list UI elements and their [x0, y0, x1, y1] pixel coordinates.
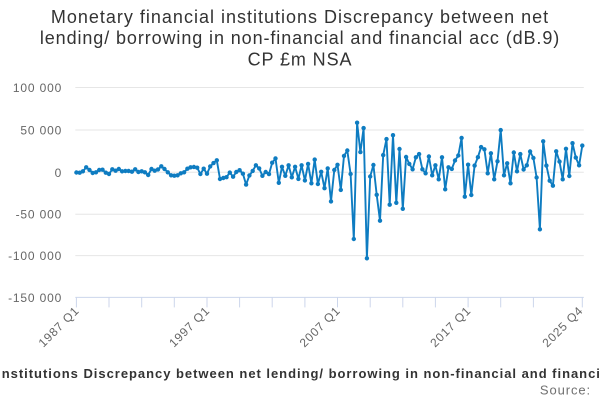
svg-text:-50 000: -50 000: [16, 208, 63, 222]
svg-text:Monetary financial institution: Monetary financial institutions Discrepa…: [0, 366, 600, 381]
svg-text:Source:: Source:: [540, 383, 591, 398]
svg-text:0: 0: [55, 166, 63, 180]
svg-text:50 000: 50 000: [20, 124, 62, 138]
svg-text:lending/ borrowing in non-fina: lending/ borrowing in non-financial and …: [40, 28, 560, 48]
svg-text:-100 000: -100 000: [8, 249, 62, 263]
svg-text:CP £m NSA: CP £m NSA: [248, 50, 353, 70]
svg-text:Monetary financial institution: Monetary financial institutions Discrepa…: [51, 7, 549, 27]
svg-text:100 000: 100 000: [13, 81, 62, 95]
svg-text:-150 000: -150 000: [8, 291, 62, 305]
